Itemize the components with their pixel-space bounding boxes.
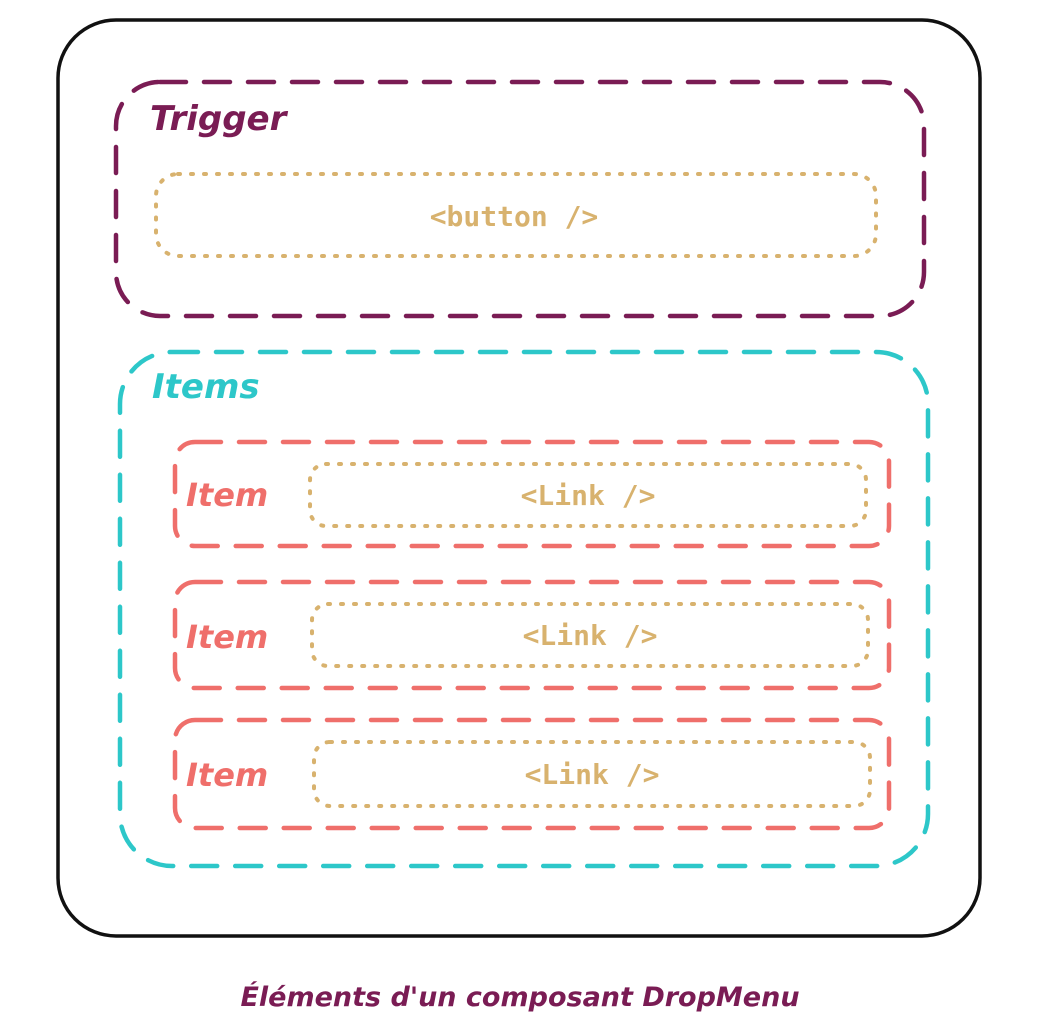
item-label: Item — [186, 618, 268, 656]
item-box — [172, 579, 892, 691]
trigger-group: Trigger <button /> — [113, 79, 927, 319]
trigger-label: Trigger — [150, 99, 289, 139]
link-element-label: <Link /> — [525, 758, 660, 791]
item-label: Item — [186, 476, 268, 514]
link-element-label: <Link /> — [523, 619, 658, 652]
items-label: Items — [152, 367, 260, 407]
button-element-label: <button /> — [430, 200, 599, 233]
link-element-label: <Link /> — [521, 479, 656, 512]
items-box — [117, 349, 931, 869]
items-group: Items Item <Link /> Item <Link /> Item <… — [117, 349, 931, 869]
link-element-box — [308, 462, 868, 528]
list-item: Item <Link /> — [172, 439, 892, 549]
component-frame — [56, 18, 982, 938]
list-item: Item <Link /> — [172, 717, 892, 831]
list-item: Item <Link /> — [172, 579, 892, 691]
button-element-box — [154, 172, 878, 258]
item-box — [172, 717, 892, 831]
diagram-caption: Éléments d'un composant DropMenu — [240, 981, 799, 1013]
trigger-box — [113, 79, 927, 319]
link-element-box — [310, 602, 870, 668]
item-label: Item — [186, 756, 268, 794]
link-element-box — [312, 740, 872, 808]
